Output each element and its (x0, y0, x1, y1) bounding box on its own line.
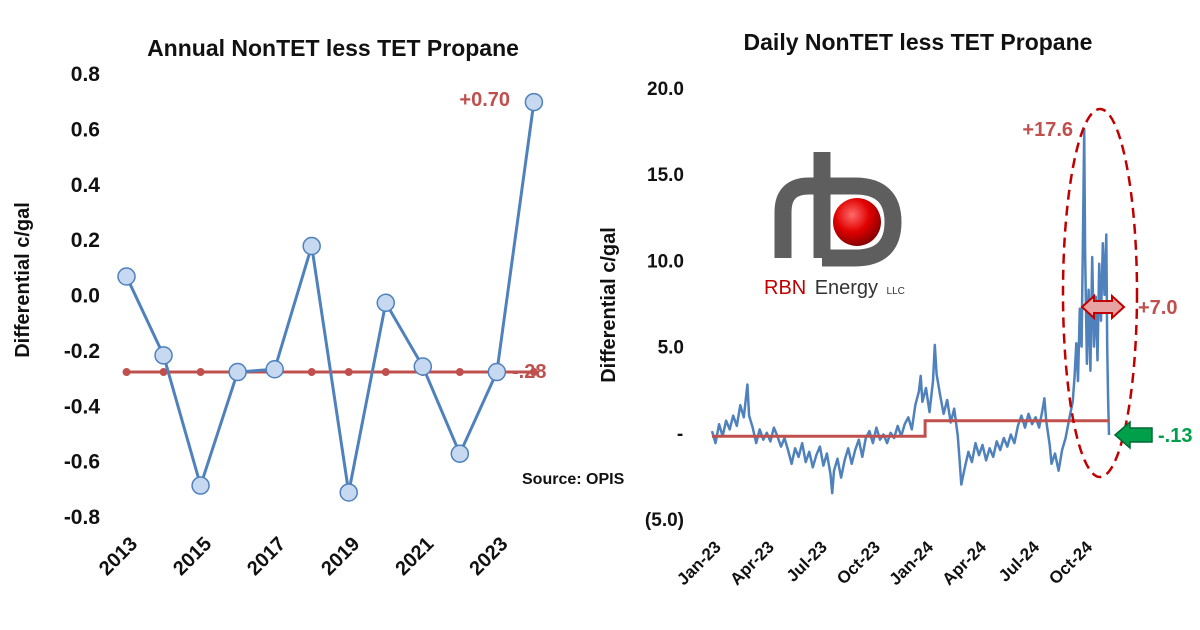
annual-data-point (450, 444, 470, 463)
daily-y-axis-label: Differential c/gal (598, 227, 620, 383)
annual-y-ticks: 0.8 0.6 0.4 0.2 0.0 -0.2 -0.4 -0.6 -0.8 (64, 63, 101, 529)
annual-annotation-average: -.28 (512, 361, 546, 383)
annual-annotation-latest: +0.70 (459, 89, 510, 111)
source-note: Source: OPIS (522, 471, 625, 488)
annual-x-tick-label: 2015 (169, 533, 216, 580)
annual-data-point (228, 362, 247, 382)
daily-y-tick-label: 15.0 (647, 165, 684, 186)
annual-average-point (529, 368, 538, 377)
daily-average-line (712, 419, 1109, 438)
annual-y-tick-label: 0.4 (71, 174, 101, 197)
annual-x-tick-label: 2023 (465, 533, 512, 580)
rbn-logo: RBN Energy LLC (764, 152, 905, 299)
daily-x-tick-label: Oct-23 (833, 537, 884, 588)
daily-annotation-latest: -.13 (1158, 425, 1192, 447)
annual-data-point (413, 357, 433, 376)
annual-data-point (154, 346, 173, 365)
annual-chart-title: Annual NonTET less TET Propane (147, 35, 519, 61)
annual-x-tick-label: 2019 (317, 533, 364, 580)
daily-x-tick-label: Jul-24 (995, 537, 1044, 586)
annual-average-point (307, 368, 316, 377)
daily-y-ticks: 20.0 15.0 10.0 5.0 - (5.0) (645, 79, 684, 531)
annual-average-point (455, 368, 464, 377)
annual-average-point (159, 368, 168, 377)
annual-x-tick-label: 2013 (95, 533, 142, 580)
daily-x-tick-label: Apr-23 (726, 537, 778, 589)
left-arrow-icon (1113, 420, 1153, 450)
daily-differential-line (710, 128, 1111, 495)
daily-chart: Daily NonTET less TET Propane Differenti… (598, 29, 1192, 589)
annual-data-point (265, 360, 284, 379)
annual-y-tick-label: 0.2 (71, 229, 100, 252)
daily-x-ticks: Jan-23 Apr-23 Jul-23 Oct-23 Jan-24 Apr-24 Jul-… (673, 537, 1096, 589)
annual-chart: Annual NonTET less TET Propane Different… (12, 35, 625, 580)
annual-data-point (191, 476, 210, 495)
annual-y-tick-label: -0.8 (64, 506, 101, 529)
daily-annotation-average: +7.0 (1138, 297, 1177, 319)
annual-y-tick-label: 0.8 (71, 63, 101, 86)
double-arrow-icon (1080, 293, 1126, 321)
annual-data-point (376, 293, 396, 313)
annual-y-tick-label: 0.6 (71, 118, 100, 141)
daily-annotation-peak: +17.6 (1022, 119, 1073, 141)
annual-series (117, 92, 544, 502)
annual-data-point (302, 236, 321, 256)
annual-data-point (487, 362, 507, 382)
daily-series (710, 128, 1111, 495)
annual-average-point (196, 368, 205, 377)
annual-y-tick-label: -0.6 (64, 451, 100, 474)
daily-x-tick-label: Jan-23 (673, 537, 725, 589)
annual-x-tick-label: 2017 (243, 533, 290, 580)
annual-y-tick-label: -0.2 (64, 340, 100, 363)
daily-y-tick-label: (5.0) (645, 510, 684, 531)
daily-y-tick-label: - (677, 424, 683, 445)
daily-y-tick-label: 5.0 (658, 338, 684, 359)
annual-y-axis-label: Differential c/gal (12, 202, 34, 358)
daily-x-tick-label: Apr-24 (939, 537, 991, 589)
annual-data-point (117, 267, 136, 286)
daily-x-tick-label: Jan-24 (885, 537, 937, 589)
annual-average-point (344, 368, 353, 377)
annual-data-point (524, 92, 544, 112)
annual-y-tick-label: 0.0 (71, 285, 100, 308)
daily-y-tick-label: 20.0 (647, 79, 684, 100)
annual-x-ticks: 2013 2015 2017 2019 2021 2023 (95, 533, 512, 580)
annual-x-tick-label: 2021 (391, 533, 438, 580)
logo-text: RBN Energy LLC (764, 277, 905, 299)
spike-highlight-ellipse (1061, 107, 1139, 479)
annual-data-point (339, 483, 358, 502)
annual-average-point (381, 368, 390, 377)
daily-x-tick-label: Oct-24 (1045, 537, 1096, 588)
annual-differential-line (125, 101, 536, 493)
annual-y-tick-label: -0.4 (64, 395, 101, 418)
daily-x-tick-label: Jul-23 (783, 537, 831, 585)
daily-chart-title: Daily NonTET less TET Propane (744, 29, 1093, 55)
daily-y-tick-label: 10.0 (647, 251, 684, 272)
annual-average-point (122, 368, 131, 377)
